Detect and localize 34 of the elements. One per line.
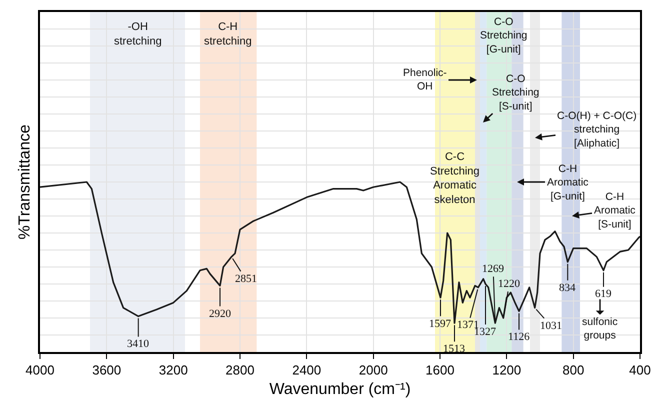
annotation: 834	[559, 282, 576, 294]
x-tick-label: 2800	[226, 362, 254, 378]
annotation: C-H Aromatic [G-unit]	[547, 163, 588, 202]
annotation: 2851	[235, 273, 257, 285]
x-tick-label: 400	[629, 362, 651, 378]
x-tick-label: 1600	[426, 362, 454, 378]
x-tick-label: 2400	[292, 362, 322, 378]
band-label: C-C Stretching Aromatic skeleton	[430, 151, 480, 206]
text: C-O Stretching [S-unit]	[492, 73, 540, 112]
band-label: -OH stretching	[114, 21, 162, 48]
x-tick-label: 3600	[92, 362, 122, 378]
x-tick-label: 2000	[358, 362, 388, 378]
annotation: C-H Aromatic [S-unit]	[594, 191, 636, 230]
text: Phenolic- OH	[403, 67, 448, 93]
y-axis-title: %Transmittance	[16, 124, 34, 240]
annotation: 1597	[429, 318, 452, 330]
annotation: 2920	[209, 308, 232, 320]
x-tick-label: 800	[562, 362, 584, 378]
x-tick-label: 3200	[158, 362, 188, 378]
annotation: 1126	[508, 331, 530, 343]
annotation: 1513	[443, 343, 466, 355]
annotation: 1327	[474, 326, 496, 338]
band-label: C-H stretching	[204, 21, 252, 48]
annotation: sulfonic groups	[582, 316, 618, 342]
annotation: 1031	[540, 320, 562, 332]
annotation: 3410	[127, 338, 150, 350]
annotation: 619	[595, 288, 612, 300]
annotation: 1269	[482, 263, 504, 275]
text: C-O(H) + C-O(C) stretching [Aliphatic]	[557, 110, 637, 150]
x-tick-label: 1200	[492, 362, 522, 378]
text: C-O Stretching [G-unit]	[480, 16, 528, 56]
annotation: 1220	[498, 278, 520, 290]
x-tick-label: 4000	[26, 362, 54, 378]
x-axis-title: Wavenumber (cm⁻¹)	[269, 380, 411, 398]
